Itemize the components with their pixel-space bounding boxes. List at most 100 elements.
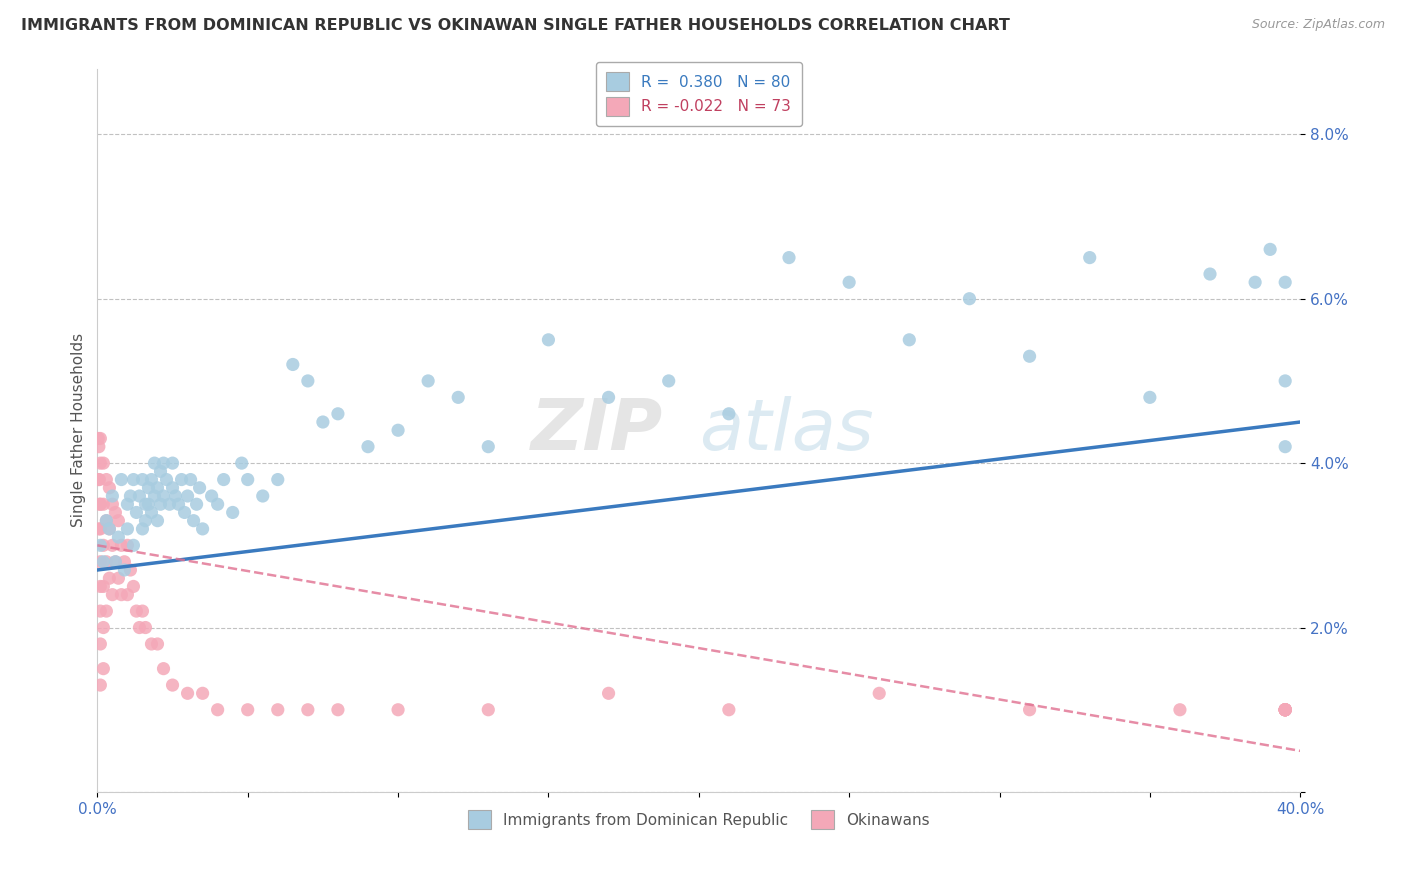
Point — [125, 604, 148, 618]
Point — [162, 456, 184, 470]
Legend: Immigrants from Dominican Republic, Okinawans: Immigrants from Dominican Republic, Okin… — [461, 804, 936, 835]
Point — [87, 440, 110, 454]
Point — [236, 703, 259, 717]
Point — [101, 489, 124, 503]
Point — [89, 637, 111, 651]
Text: Source: ZipAtlas.com: Source: ZipAtlas.com — [1251, 18, 1385, 31]
Point — [110, 588, 132, 602]
Point — [1168, 703, 1191, 717]
Point — [93, 456, 115, 470]
Point — [101, 538, 124, 552]
Point — [131, 522, 153, 536]
Point — [152, 456, 174, 470]
Point — [1274, 703, 1296, 717]
Point — [180, 473, 202, 487]
Point — [537, 333, 560, 347]
Point — [326, 703, 349, 717]
Point — [141, 473, 163, 487]
Point — [281, 358, 304, 372]
Point — [96, 473, 118, 487]
Point — [267, 703, 290, 717]
Point — [173, 505, 195, 519]
Point — [387, 703, 409, 717]
Point — [117, 588, 139, 602]
Point — [96, 514, 118, 528]
Point — [191, 522, 214, 536]
Y-axis label: Single Father Households: Single Father Households — [72, 334, 86, 527]
Point — [188, 481, 211, 495]
Point — [96, 555, 118, 569]
Point — [101, 497, 124, 511]
Point — [117, 538, 139, 552]
Point — [357, 440, 380, 454]
Point — [98, 522, 121, 536]
Point — [117, 522, 139, 536]
Point — [162, 481, 184, 495]
Point — [1274, 275, 1296, 289]
Point — [1139, 390, 1161, 404]
Point — [128, 621, 150, 635]
Point — [207, 703, 229, 717]
Point — [146, 514, 169, 528]
Point — [98, 571, 121, 585]
Point — [93, 579, 115, 593]
Point — [152, 489, 174, 503]
Point — [107, 514, 129, 528]
Point — [89, 473, 111, 487]
Point — [120, 563, 142, 577]
Point — [162, 678, 184, 692]
Point — [93, 662, 115, 676]
Point — [93, 538, 115, 552]
Point — [89, 497, 111, 511]
Point — [149, 464, 172, 478]
Point — [141, 505, 163, 519]
Point — [125, 505, 148, 519]
Point — [101, 588, 124, 602]
Point — [598, 686, 620, 700]
Point — [120, 489, 142, 503]
Point — [98, 522, 121, 536]
Point — [131, 604, 153, 618]
Point — [1258, 243, 1281, 257]
Point — [89, 538, 111, 552]
Point — [159, 497, 181, 511]
Point — [89, 497, 111, 511]
Point — [87, 473, 110, 487]
Point — [221, 505, 243, 519]
Point — [152, 662, 174, 676]
Point — [96, 604, 118, 618]
Point — [167, 497, 190, 511]
Point — [447, 390, 470, 404]
Point — [212, 473, 235, 487]
Point — [110, 473, 132, 487]
Point — [93, 621, 115, 635]
Point — [104, 555, 127, 569]
Point — [1274, 703, 1296, 717]
Point — [112, 563, 135, 577]
Text: atlas: atlas — [699, 396, 873, 465]
Point — [143, 456, 166, 470]
Point — [898, 333, 921, 347]
Point — [186, 497, 208, 511]
Point — [1199, 267, 1222, 281]
Point — [134, 497, 156, 511]
Point — [1018, 703, 1040, 717]
Point — [89, 522, 111, 536]
Point — [1274, 703, 1296, 717]
Point — [143, 489, 166, 503]
Point — [207, 497, 229, 511]
Point — [146, 637, 169, 651]
Point — [122, 473, 145, 487]
Point — [1078, 251, 1101, 265]
Point — [146, 481, 169, 495]
Point — [112, 555, 135, 569]
Point — [1244, 275, 1267, 289]
Point — [134, 514, 156, 528]
Point — [107, 530, 129, 544]
Point — [87, 522, 110, 536]
Point — [122, 579, 145, 593]
Point — [838, 275, 860, 289]
Point — [89, 432, 111, 446]
Point — [658, 374, 681, 388]
Point — [89, 579, 111, 593]
